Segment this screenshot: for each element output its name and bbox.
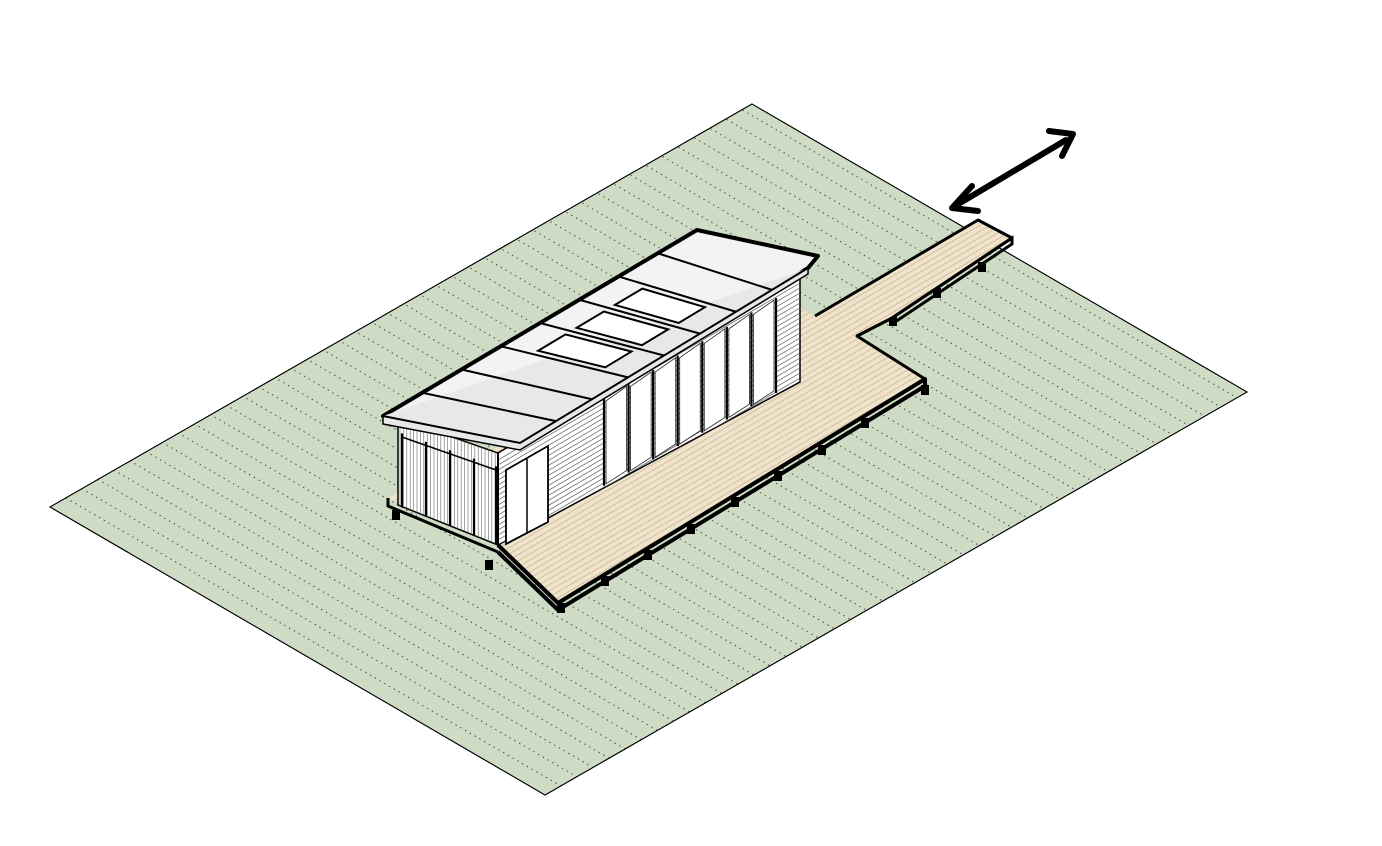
deck-board-line xyxy=(388,220,1012,603)
skylights xyxy=(535,287,708,369)
deck-board-line xyxy=(388,220,1012,603)
door-panel xyxy=(630,371,652,472)
deck-board-line xyxy=(388,220,1012,603)
ground-hatch-line xyxy=(50,716,391,795)
ground-outline xyxy=(49,103,1248,796)
roof-rib xyxy=(657,252,773,291)
ground-hatch-line xyxy=(50,678,455,795)
ground-hatch-line xyxy=(50,697,423,795)
ground-hatch-line xyxy=(50,725,375,795)
ground-hatch-line xyxy=(50,734,359,795)
roof-rib xyxy=(422,391,557,423)
skylight xyxy=(535,333,634,369)
deck-board-line xyxy=(388,220,1012,603)
roof-rib xyxy=(539,322,665,357)
roof-rib xyxy=(618,275,737,313)
deck-post xyxy=(978,262,986,272)
deck-left-edge xyxy=(386,498,499,554)
building xyxy=(381,228,820,547)
deck-board-line xyxy=(388,220,1012,603)
deck-board-line xyxy=(388,220,1012,603)
door-panel xyxy=(679,342,701,445)
deck-board-line xyxy=(388,220,1012,603)
deck-post xyxy=(889,316,897,326)
door-panel xyxy=(728,313,750,419)
door-panel xyxy=(703,328,726,432)
deck-post xyxy=(392,510,400,520)
deck-edge xyxy=(496,377,927,612)
roof-rib xyxy=(500,345,629,379)
walkway-front-edge xyxy=(856,235,1014,338)
door-panel xyxy=(753,299,775,405)
door-head xyxy=(401,436,497,471)
ground-hatch-line xyxy=(50,753,327,795)
skylight xyxy=(612,287,708,325)
deck-board-line xyxy=(388,220,1012,603)
ground-hatch-line xyxy=(50,688,439,795)
deck-post xyxy=(485,560,493,570)
roof-ribs xyxy=(422,252,773,423)
deck-board-line xyxy=(388,220,1012,603)
door-panel xyxy=(605,385,627,485)
deck-board-line xyxy=(388,220,1012,603)
door-panel xyxy=(654,356,677,458)
glazed-doors-end xyxy=(400,433,498,545)
roof-rib xyxy=(461,368,593,401)
deck-board-line xyxy=(388,220,1012,603)
ground-hatch-line xyxy=(50,706,407,795)
deck-post xyxy=(921,385,929,395)
deck-board-line xyxy=(388,220,1012,603)
double-headed-arrow-icon xyxy=(949,128,1076,214)
roof-edge xyxy=(382,267,809,445)
glazed-doors-long-side xyxy=(505,298,778,546)
ground-hatch-line xyxy=(50,762,311,795)
ground-hatch-line xyxy=(50,743,343,795)
skylight xyxy=(573,310,671,347)
roof-rib xyxy=(578,298,701,335)
